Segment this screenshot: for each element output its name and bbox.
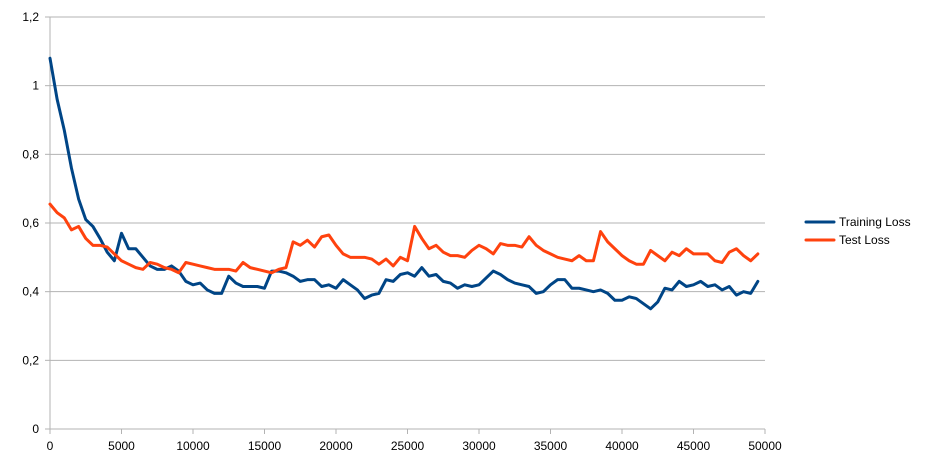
series-lines	[48, 56, 760, 311]
x-tick-label: 20000	[319, 439, 353, 453]
y-tick-label: 0	[32, 422, 39, 436]
x-tick-label: 45000	[677, 439, 711, 453]
series-line-training-loss	[48, 56, 760, 311]
x-tick-label: 50000	[748, 439, 782, 453]
y-tick-label: 1,2	[22, 10, 39, 24]
legend-label: Training Loss	[839, 215, 911, 229]
x-axis-ticks: 0 5000 10000 15000 20000 25000 30000 35000 40000…	[47, 429, 782, 453]
y-tick-label: 0,6	[22, 216, 39, 230]
x-tick-label: 15000	[248, 439, 282, 453]
y-tick-label: 0,8	[22, 147, 39, 161]
y-tick-label: 0,2	[22, 353, 39, 367]
y-tick-label: 0,4	[22, 285, 39, 299]
x-tick-label: 40000	[605, 439, 639, 453]
legend-label: Test Loss	[839, 233, 890, 247]
x-tick-label: 30000	[462, 439, 496, 453]
legend: Training Loss Test Loss	[804, 215, 911, 247]
x-tick-label: 5000	[108, 439, 135, 453]
series-line-test-loss	[48, 202, 760, 275]
x-tick-label: 35000	[534, 439, 568, 453]
x-tick-label: 10000	[176, 439, 210, 453]
x-tick-label: 0	[47, 439, 54, 453]
x-tick-label: 25000	[391, 439, 425, 453]
y-axis-ticks: 0 0,2 0,4 0,6 0,8 1 1,2	[22, 10, 50, 436]
y-tick-label: 1	[32, 79, 39, 93]
gridlines	[50, 16, 765, 361]
